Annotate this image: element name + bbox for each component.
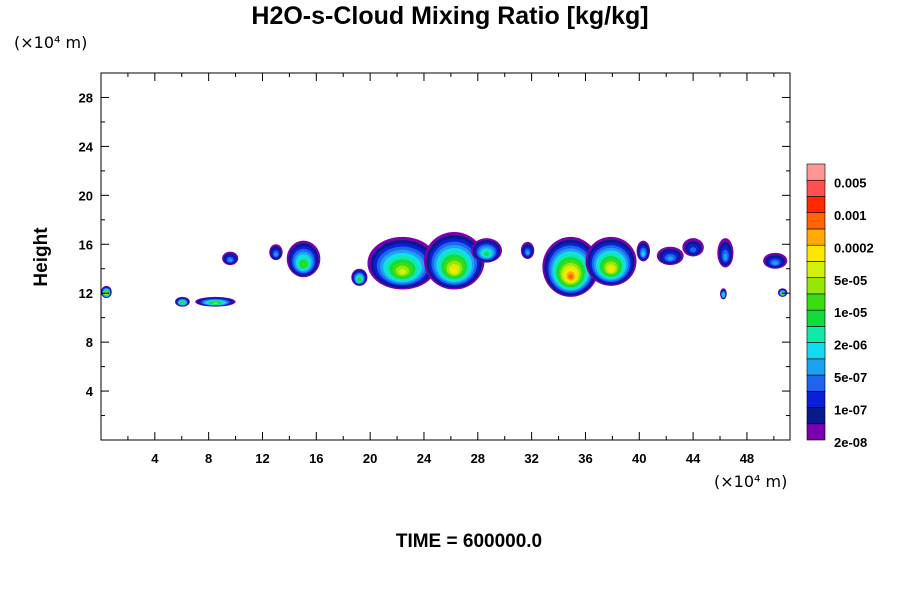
x-tick-label: 40 bbox=[632, 451, 646, 466]
x-tick-label: 24 bbox=[417, 451, 432, 466]
colorbar-swatch bbox=[806, 342, 826, 360]
y-tick-label: 20 bbox=[79, 188, 93, 203]
colorbar-swatch bbox=[806, 358, 826, 376]
x-tick-label: 44 bbox=[686, 451, 701, 466]
colorbar-swatch bbox=[806, 261, 826, 278]
y-tick-label: 8 bbox=[86, 335, 93, 350]
cloud-region-12 bbox=[542, 236, 599, 297]
cloud-region-14 bbox=[636, 240, 651, 262]
colorbar: 0.005 0.001 0.0002 5e-05 1e-05 2e-06 5e-07 1e-0… bbox=[806, 163, 874, 450]
colorbar-label: 0.0002 bbox=[834, 240, 874, 255]
x-tick-label: 4 bbox=[151, 451, 159, 466]
colorbar-label: 0.001 bbox=[834, 208, 867, 223]
x-tick-label: 12 bbox=[255, 451, 269, 466]
chart-title: H2O-s-Cloud Mixing Ratio [kg/kg] bbox=[251, 2, 649, 30]
x-tick-label: 28 bbox=[471, 451, 485, 466]
cloud-region-7 bbox=[351, 268, 368, 286]
x-tick-label: 48 bbox=[740, 451, 754, 466]
plot-frame bbox=[100, 72, 791, 441]
cloud-region-18 bbox=[720, 288, 727, 300]
colorbar-label: 1e-05 bbox=[834, 305, 867, 320]
colorbar-swatch bbox=[806, 423, 826, 441]
cloud-region-6 bbox=[286, 240, 321, 278]
colorbar-swatch bbox=[806, 163, 826, 181]
colorbar-label: 1e-07 bbox=[834, 403, 867, 418]
cloud-region-16 bbox=[682, 238, 704, 257]
y-axis-unit: (×10⁴ m) bbox=[14, 33, 88, 52]
cloud-region-5 bbox=[269, 244, 283, 261]
cloud-region-13 bbox=[585, 236, 637, 286]
x-tick-label: 32 bbox=[524, 451, 538, 466]
colorbar-label: 2e-08 bbox=[834, 435, 867, 450]
cloud-region-4 bbox=[222, 251, 239, 266]
time-label: TIME = 600000.0 bbox=[395, 531, 543, 552]
y-tick-label: 28 bbox=[79, 90, 93, 105]
colorbar-label: 5e-05 bbox=[834, 273, 867, 288]
colorbar-swatch bbox=[806, 212, 826, 230]
colorbar-swatch bbox=[806, 196, 826, 214]
cloud-region-10 bbox=[471, 238, 503, 263]
cloud-region-3 bbox=[195, 296, 236, 307]
x-tick-label: 36 bbox=[578, 451, 592, 466]
colorbar-swatch bbox=[806, 244, 826, 262]
colorbar-swatch bbox=[806, 390, 826, 408]
x-tick-label: 16 bbox=[309, 451, 323, 466]
cloud-region-19 bbox=[763, 252, 788, 269]
colorbar-swatch bbox=[806, 228, 826, 246]
colorbar-swatch bbox=[806, 293, 826, 311]
colorbar-swatch bbox=[806, 407, 826, 425]
cloud-region-15 bbox=[656, 246, 684, 266]
x-tick-label: 8 bbox=[205, 451, 212, 466]
cloud-region-9 bbox=[423, 232, 485, 290]
cloud-region-1 bbox=[101, 285, 112, 299]
x-axis-unit: (×10⁴ m) bbox=[714, 472, 788, 491]
colorbar-label: 5e-07 bbox=[834, 370, 867, 385]
y-tick-label: 24 bbox=[79, 139, 94, 154]
colorbar-swatch bbox=[806, 309, 826, 327]
cloud-region-20 bbox=[777, 288, 788, 297]
colorbar-label: 2e-06 bbox=[834, 338, 867, 353]
cloud-region-2 bbox=[175, 296, 190, 307]
y-tick-label: 12 bbox=[79, 286, 93, 301]
colorbar-swatch bbox=[806, 326, 826, 343]
colorbar-swatch bbox=[806, 277, 826, 295]
y-tick-label: 16 bbox=[79, 237, 93, 252]
cloud-field bbox=[101, 232, 788, 307]
cloud-region-17 bbox=[717, 238, 734, 268]
colorbar-swatch bbox=[806, 179, 826, 197]
x-tick-label: 20 bbox=[363, 451, 377, 466]
cloud-region-8 bbox=[367, 236, 438, 290]
y-tick-label: 4 bbox=[86, 384, 94, 399]
cloud-region-11 bbox=[520, 241, 535, 259]
colorbar-swatch bbox=[806, 374, 826, 392]
colorbar-label: 0.005 bbox=[834, 175, 867, 190]
